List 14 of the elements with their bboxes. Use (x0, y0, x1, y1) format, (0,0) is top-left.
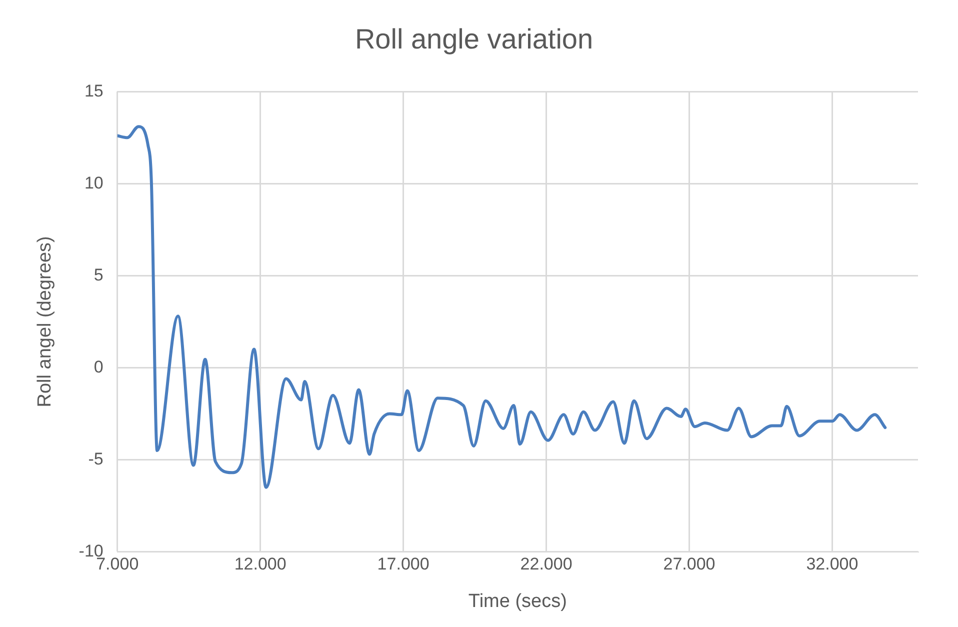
y-tick-label: 5 (94, 265, 104, 284)
x-tick-label: 17.000 (377, 554, 430, 574)
x-tick-label: 12.000 (234, 554, 286, 574)
x-tick-label: 32.000 (806, 554, 858, 574)
y-tick-label: 15 (84, 81, 104, 100)
y-tick-label: -5 (88, 449, 104, 468)
x-tick-label: 22.000 (520, 554, 572, 574)
y-axis-title: Roll angel (degrees) (34, 236, 56, 408)
chart-title: Roll angle variation (354, 24, 594, 55)
x-axis-title: Time (secs) (468, 590, 567, 612)
line-series (117, 125, 887, 489)
y-tick-label: 0 (94, 357, 104, 376)
y-tick-label: 10 (84, 173, 104, 192)
x-tick-label: 27.000 (663, 554, 716, 574)
